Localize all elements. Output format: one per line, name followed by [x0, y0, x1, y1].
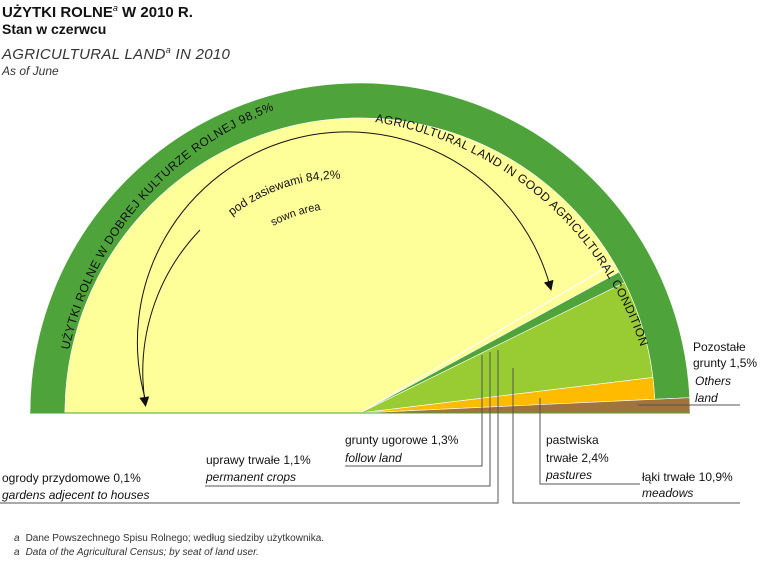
sown-arrow-right	[136, 131, 554, 399]
subtitle-pl: Stan w czerwcu	[2, 21, 107, 37]
leader-fallow	[345, 355, 483, 467]
label-pastures-pl1: pastwiska	[546, 433, 599, 447]
leader-gardens	[0, 350, 499, 504]
sown-arrow-left	[139, 229, 201, 407]
label-others-en1: Others	[695, 374, 731, 388]
label-pastures-pl2: trwałe 2,4%	[546, 451, 609, 465]
leader-pastures	[539, 398, 640, 485]
label-others-en2: land	[695, 391, 718, 405]
label-others-pl1: Pozostałe	[693, 340, 746, 354]
label-gardens-en: gardens adjecent to houses	[2, 488, 149, 502]
pie-slices	[29, 82, 691, 414]
title-block: UŻYTKI ROLNEa W 2010 R. Stan w czerwcu A…	[2, 0, 230, 80]
subtitle-en: As of June	[2, 64, 59, 78]
leader-lines	[0, 350, 740, 504]
label-meadows-en: meadows	[642, 486, 693, 500]
title-pl: UŻYTKI ROLNEa W 2010 R.	[2, 3, 193, 21]
label-gardens-pl: ogrody przydomowe 0,1%	[2, 471, 141, 485]
label-fallow-en: follow land	[345, 451, 402, 465]
label-fallow-pl: grunty ugorowe 1,3%	[345, 433, 459, 447]
footnote-pl: a Dane Powszechnego Spisu Rolnego; według…	[14, 533, 325, 544]
slice-labels: Pozostałe grunty 1,5% Others land grunty…	[2, 340, 757, 502]
leader-meadows	[512, 368, 740, 504]
leader-crops	[205, 352, 491, 487]
slice-sown	[64, 117, 615, 414]
arrows	[136, 131, 554, 407]
label-crops-en: permanent crops	[205, 470, 296, 484]
title-en: AGRICULTURAL LANDa IN 2010	[2, 45, 231, 63]
label-others-pl2: grunty 1,5%	[693, 356, 757, 370]
label-pastures-en: pastures	[545, 468, 592, 482]
label-crops-pl: uprawy trwałe 1,1%	[206, 453, 311, 467]
footnote-en: a Data of the Agricultural Census; by sea…	[14, 547, 259, 558]
label-meadows-pl: łąki trwałe 10,9%	[642, 470, 733, 484]
